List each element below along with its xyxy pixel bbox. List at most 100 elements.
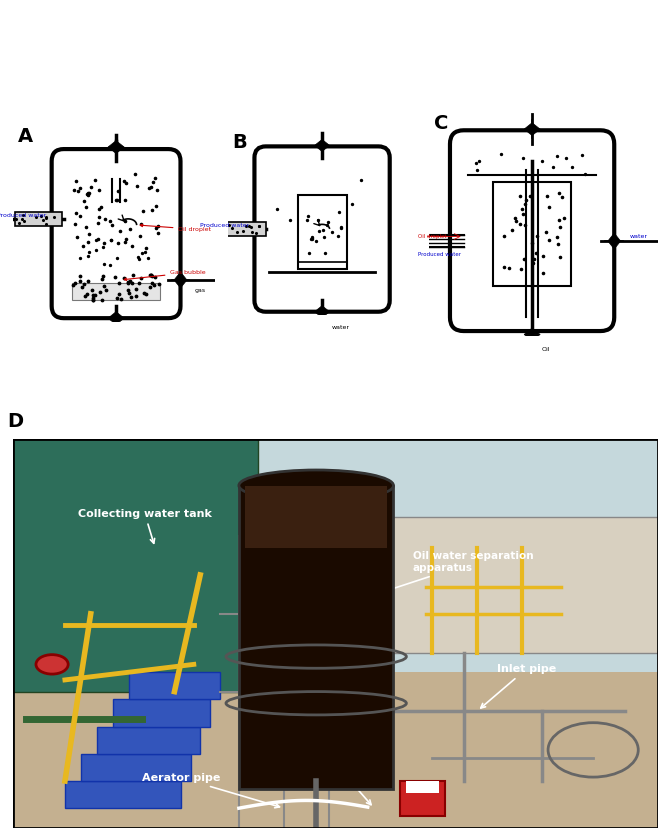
Text: Oil droplet: Oil droplet xyxy=(140,224,211,232)
Point xyxy=(105,233,116,247)
Point xyxy=(518,150,529,164)
Point xyxy=(554,213,565,227)
Point xyxy=(114,288,125,301)
Point xyxy=(48,211,59,224)
Point xyxy=(125,222,136,236)
Point xyxy=(552,231,562,244)
Point xyxy=(83,249,93,263)
Point xyxy=(87,283,97,297)
Point xyxy=(322,218,333,232)
Point xyxy=(515,217,525,230)
Point xyxy=(516,263,527,276)
Point xyxy=(507,224,517,237)
Point xyxy=(70,206,81,219)
Point xyxy=(76,280,87,293)
Point xyxy=(83,274,94,288)
Polygon shape xyxy=(108,312,124,319)
Point xyxy=(558,211,569,224)
Point xyxy=(111,252,122,265)
Point xyxy=(105,257,115,271)
Point xyxy=(517,207,528,221)
Point xyxy=(146,268,156,282)
Point xyxy=(150,270,160,283)
Point xyxy=(89,173,100,186)
Point xyxy=(95,285,105,298)
Point xyxy=(313,225,324,238)
Point xyxy=(515,190,525,203)
Point xyxy=(238,225,248,238)
Point xyxy=(555,220,566,233)
Point xyxy=(312,213,323,227)
Point xyxy=(13,216,24,229)
Point xyxy=(41,211,52,224)
Point xyxy=(126,291,137,304)
Point xyxy=(68,183,79,196)
Bar xyxy=(400,781,445,816)
Point xyxy=(305,232,316,245)
Point xyxy=(548,161,558,174)
Point xyxy=(85,180,96,193)
Point xyxy=(88,293,99,307)
Point xyxy=(561,151,572,165)
Point xyxy=(75,209,86,222)
Point xyxy=(471,163,482,176)
Bar xyxy=(72,283,160,300)
Point xyxy=(474,155,484,168)
Point xyxy=(145,268,156,282)
Point xyxy=(11,212,21,226)
Point xyxy=(303,209,314,222)
Point xyxy=(36,209,46,222)
Point xyxy=(115,293,126,306)
Point xyxy=(544,201,555,214)
Point xyxy=(84,186,95,200)
Text: Oil water separation
apparatus: Oil water separation apparatus xyxy=(321,552,533,613)
Point xyxy=(139,286,150,299)
Point xyxy=(307,230,317,243)
Point xyxy=(138,204,149,217)
Point xyxy=(528,252,539,266)
Point xyxy=(68,278,79,292)
Bar xyxy=(13,439,258,691)
Text: Aerator pipe: Aerator pipe xyxy=(142,773,280,808)
Point xyxy=(143,181,154,194)
Polygon shape xyxy=(108,147,124,154)
Point xyxy=(134,276,145,289)
Polygon shape xyxy=(524,328,540,334)
Point xyxy=(136,217,147,230)
Point xyxy=(70,174,81,187)
FancyBboxPatch shape xyxy=(254,146,390,312)
Point xyxy=(496,148,507,161)
Point xyxy=(499,229,509,242)
Point xyxy=(553,237,564,251)
Bar xyxy=(298,195,346,269)
Point xyxy=(105,234,116,247)
Point xyxy=(520,196,531,210)
Point xyxy=(70,217,81,231)
Point xyxy=(146,181,156,194)
Point xyxy=(250,227,261,240)
Text: Oil: Oil xyxy=(541,347,550,352)
Point xyxy=(88,291,99,304)
Point xyxy=(82,187,93,201)
Point xyxy=(132,179,142,192)
Point xyxy=(83,246,94,259)
Point xyxy=(97,293,107,306)
Text: B: B xyxy=(232,133,247,152)
Point xyxy=(131,289,142,303)
Polygon shape xyxy=(524,129,540,135)
Point xyxy=(93,183,104,196)
Point xyxy=(105,214,115,227)
Point xyxy=(119,215,130,228)
Point xyxy=(74,269,85,283)
Circle shape xyxy=(36,655,68,674)
Point xyxy=(323,216,333,229)
Point xyxy=(217,226,227,239)
Point xyxy=(144,281,155,294)
Point xyxy=(152,220,163,233)
Point xyxy=(148,176,159,189)
Polygon shape xyxy=(108,319,124,324)
Point xyxy=(317,223,328,237)
Point xyxy=(83,186,93,200)
Point xyxy=(521,193,531,206)
Point xyxy=(121,176,132,190)
